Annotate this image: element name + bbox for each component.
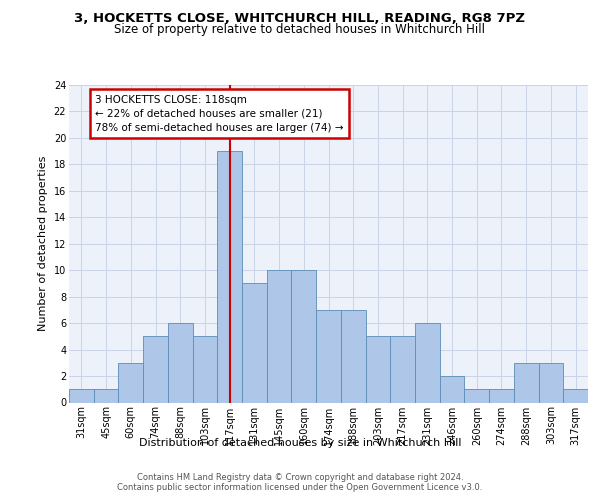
Bar xyxy=(316,310,341,402)
Text: Contains HM Land Registry data © Crown copyright and database right 2024.
Contai: Contains HM Land Registry data © Crown c… xyxy=(118,473,482,492)
Bar xyxy=(267,270,292,402)
Bar xyxy=(464,390,489,402)
Bar xyxy=(489,390,514,402)
Bar xyxy=(242,284,267,403)
Bar xyxy=(217,151,242,403)
Text: Size of property relative to detached houses in Whitchurch Hill: Size of property relative to detached ho… xyxy=(115,22,485,36)
Y-axis label: Number of detached properties: Number of detached properties xyxy=(38,156,48,332)
Bar xyxy=(539,363,563,403)
Bar xyxy=(69,390,94,402)
Bar xyxy=(193,336,217,402)
Bar xyxy=(143,336,168,402)
Text: 3, HOCKETTS CLOSE, WHITCHURCH HILL, READING, RG8 7PZ: 3, HOCKETTS CLOSE, WHITCHURCH HILL, READ… xyxy=(74,12,526,26)
Bar xyxy=(390,336,415,402)
Bar xyxy=(563,390,588,402)
Bar xyxy=(94,390,118,402)
Bar xyxy=(415,323,440,402)
Bar xyxy=(168,323,193,402)
Text: Distribution of detached houses by size in Whitchurch Hill: Distribution of detached houses by size … xyxy=(139,438,461,448)
Bar xyxy=(341,310,365,402)
Bar xyxy=(440,376,464,402)
Bar xyxy=(118,363,143,403)
Text: 3 HOCKETTS CLOSE: 118sqm
← 22% of detached houses are smaller (21)
78% of semi-d: 3 HOCKETTS CLOSE: 118sqm ← 22% of detach… xyxy=(95,94,343,132)
Bar xyxy=(514,363,539,403)
Bar xyxy=(365,336,390,402)
Bar xyxy=(292,270,316,402)
